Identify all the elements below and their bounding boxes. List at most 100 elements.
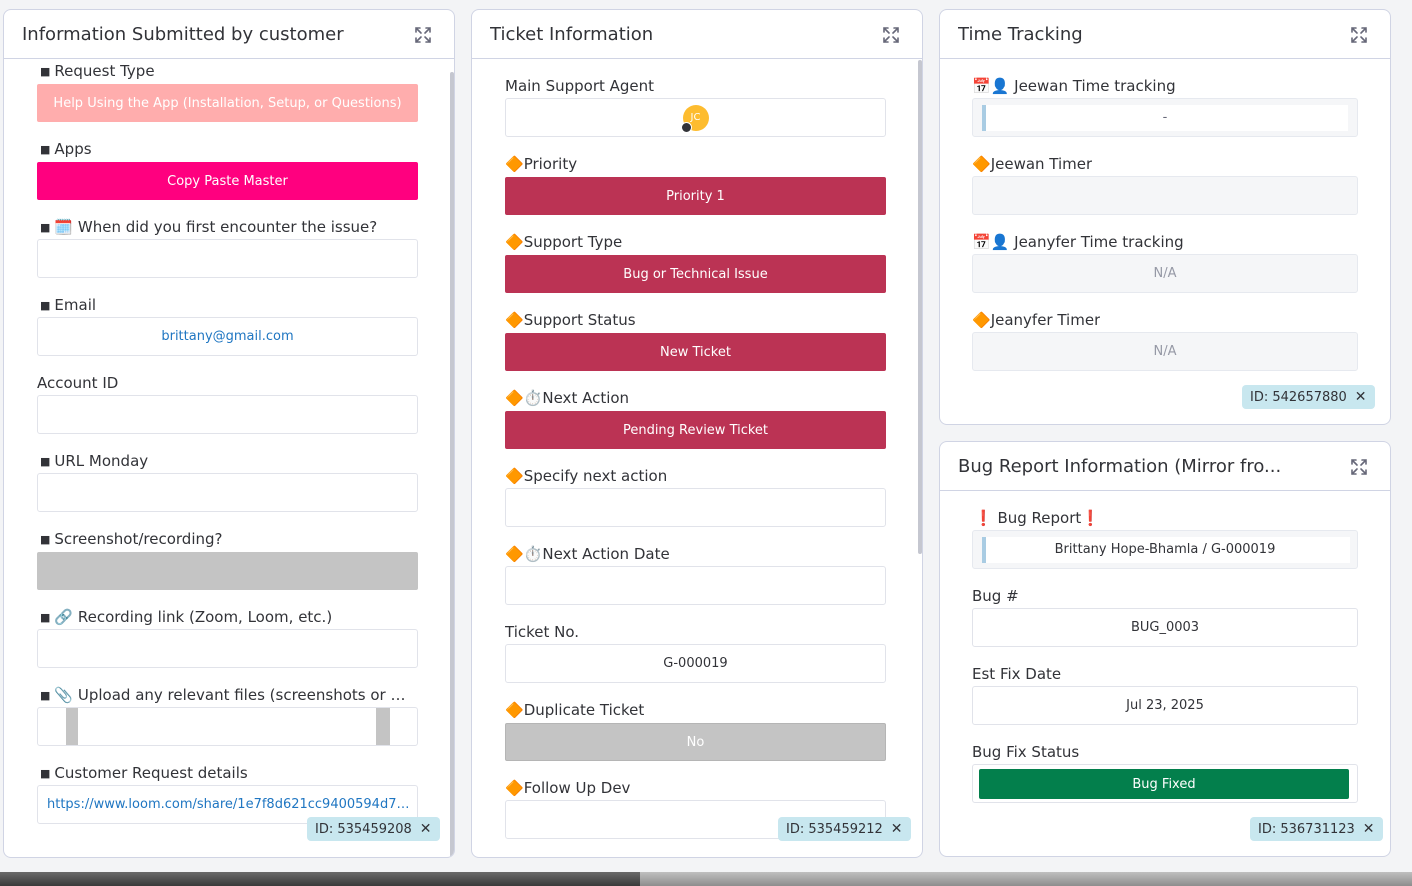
file-thumb-right[interactable] (376, 708, 390, 745)
jeanyfer-tracking-field[interactable]: N/A (972, 254, 1358, 293)
next-action-label: 🔶⏱️Next Action (505, 389, 630, 407)
duplicate-ticket-label: 🔶Duplicate Ticket (505, 701, 645, 719)
request-type-label: ■ Request Type (40, 62, 155, 80)
bug-report-header: Bug Report Information (Mirror fro... (940, 442, 1390, 491)
first-encounter-field[interactable] (37, 239, 418, 278)
paperclip-icon: 📎 (54, 686, 74, 704)
bullet-icon: ■ (40, 767, 51, 780)
url-monday-field[interactable] (37, 473, 418, 512)
diamond-icon: 🔶 (505, 233, 524, 251)
next-action-date-field[interactable] (505, 566, 886, 605)
scrollbar[interactable] (450, 72, 454, 857)
diamond-icon: 🔶 (972, 311, 991, 329)
ticket-info-header: Ticket Information (472, 10, 922, 59)
request-details-link[interactable]: https://www.loom.com/share/1e7f8d621cc94… (47, 797, 411, 812)
email-link[interactable]: brittany@gmail.com (161, 329, 294, 344)
recording-link-field[interactable] (37, 629, 418, 668)
expand-icon[interactable] (414, 26, 432, 44)
stopwatch-icon: ⏱️ (523, 389, 543, 407)
close-icon[interactable]: ✕ (1362, 821, 1375, 837)
support-type-value[interactable]: Bug or Technical Issue (505, 255, 886, 293)
item-id-badge: ID: 535459212 ✕ (778, 817, 911, 841)
customer-info-header: Information Submitted by customer (4, 10, 454, 59)
est-fix-date-field[interactable]: Jul 23, 2025 (972, 686, 1358, 725)
specify-next-action-label: 🔶Specify next action (505, 467, 668, 485)
priority-label: 🔶Priority (505, 155, 578, 173)
diamond-icon: 🔶 (505, 155, 524, 173)
bug-report-panel: Bug Report Information (Mirror fro... ❗ … (939, 441, 1391, 857)
ticket-info-panel: Ticket Information Main Support Agent JC… (471, 9, 923, 858)
expand-icon[interactable] (1350, 26, 1368, 44)
jeanyfer-timer-field[interactable]: N/A (972, 332, 1358, 371)
main-agent-field[interactable]: JC (505, 98, 886, 137)
bug-fix-status-field[interactable]: Bug Fixed (972, 764, 1358, 803)
upload-files-field[interactable] (37, 707, 418, 746)
panel-title: Bug Report Information (Mirror fro... (958, 455, 1282, 477)
ticket-no-label: Ticket No. (505, 623, 580, 641)
email-field[interactable]: brittany@gmail.com (37, 317, 418, 356)
bug-report-field[interactable]: Brittany Hope-Bhamla / G-000019 (972, 530, 1358, 569)
screenshot-value[interactable] (37, 552, 418, 590)
priority-value[interactable]: Priority 1 (505, 177, 886, 215)
bug-number-field[interactable]: BUG_0003 (972, 608, 1358, 647)
diamond-icon: 🔶 (505, 545, 524, 563)
est-fix-date-label: Est Fix Date (972, 665, 1062, 683)
first-encounter-label: ■ 🗓️ When did you first encounter the iss… (40, 218, 378, 236)
support-status-label: 🔶Support Status (505, 311, 636, 329)
item-id-badge: ID: 535459208 ✕ (307, 817, 440, 841)
bullet-icon: ■ (40, 65, 51, 78)
next-action-value[interactable]: Pending Review Ticket (505, 411, 886, 449)
diamond-icon: 🔶 (505, 467, 524, 485)
file-thumb-left[interactable] (66, 708, 78, 745)
lock-icon (680, 121, 692, 133)
exclamation-icon: ❗ (1081, 509, 1100, 527)
close-icon[interactable]: ✕ (890, 821, 903, 837)
close-icon[interactable]: ✕ (1354, 389, 1367, 405)
mirror-bar (982, 537, 1350, 563)
bug-report-link[interactable]: Brittany Hope-Bhamla / G-000019 (1054, 542, 1276, 557)
screenshot-label: ■ Screenshot/recording? (40, 530, 223, 548)
stopwatch-icon: ⏱️ (523, 545, 543, 563)
specify-next-action-field[interactable] (505, 488, 886, 527)
jeewan-timer-label: 🔶Jeewan Timer (972, 155, 1093, 173)
account-id-label: Account ID (37, 374, 119, 392)
support-status-value[interactable]: New Ticket (505, 333, 886, 371)
window-bottom-edge (0, 872, 1412, 886)
bug-number-label: Bug # (972, 587, 1019, 605)
bullet-icon: ■ (40, 143, 51, 156)
panel-title: Time Tracking (958, 23, 1083, 45)
scrollbar[interactable] (918, 60, 922, 554)
calendar-person-icon: 📅👤 (972, 233, 1010, 251)
duplicate-ticket-value[interactable]: No (505, 723, 886, 761)
bug-fix-status-value[interactable]: Bug Fixed (979, 769, 1349, 799)
request-details-field[interactable]: https://www.loom.com/share/1e7f8d621cc94… (37, 785, 418, 824)
next-action-date-label: 🔶⏱️Next Action Date (505, 545, 670, 563)
customer-info-panel: Information Submitted by customer ■ Reque… (3, 9, 455, 858)
diamond-icon: 🔶 (972, 155, 991, 173)
calendar-icon: 🗓️ (54, 218, 74, 236)
apps-value[interactable]: Copy Paste Master (37, 162, 418, 200)
close-icon[interactable]: ✕ (419, 821, 432, 837)
recording-link-label: ■ 🔗 Recording link (Zoom, Loom, etc.) (40, 608, 333, 626)
apps-label: ■ Apps (40, 140, 92, 158)
avatar[interactable]: JC (680, 104, 709, 133)
bullet-icon: ■ (40, 455, 51, 468)
diamond-icon: 🔶 (505, 779, 524, 797)
exclamation-icon: ❗ (974, 509, 993, 527)
expand-icon[interactable] (882, 26, 900, 44)
account-id-field[interactable] (37, 395, 418, 434)
bullet-icon: ■ (40, 689, 51, 702)
bullet-icon: ■ (40, 611, 51, 624)
ticket-no-field[interactable]: G-000019 (505, 644, 886, 683)
request-type-value[interactable]: Help Using the App (Installation, Setup,… (37, 84, 418, 122)
jeewan-timer-field[interactable] (972, 176, 1358, 215)
item-id-badge: ID: 536731123 ✕ (1250, 817, 1383, 841)
jeanyfer-tracking-label: 📅👤 Jeanyfer Time tracking (972, 233, 1184, 251)
expand-icon[interactable] (1350, 458, 1368, 476)
jeanyfer-timer-label: 🔶Jeanyfer Timer (972, 311, 1101, 329)
jeewan-tracking-field[interactable]: - (972, 98, 1358, 137)
bullet-icon: ■ (40, 533, 51, 546)
jeewan-tracking-label: 📅👤 Jeewan Time tracking (972, 77, 1176, 95)
panel-title: Information Submitted by customer (22, 23, 344, 45)
panel-title: Ticket Information (490, 23, 654, 45)
